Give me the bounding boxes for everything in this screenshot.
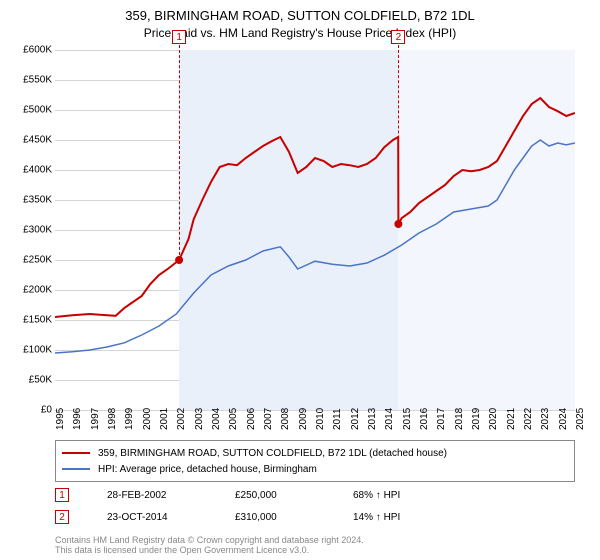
x-tick-label: 2000 [142,408,153,430]
sale-marker-line [179,45,180,260]
sale-price: £310,000 [235,512,315,523]
x-tick-label: 2020 [488,408,499,430]
x-tick-label: 2022 [523,408,534,430]
sale-marker-box: 1 [172,30,186,44]
x-tick-label: 2005 [228,408,239,430]
x-tick-label: 2001 [159,408,170,430]
x-tick-label: 2025 [575,408,586,430]
legend: 359, BIRMINGHAM ROAD, SUTTON COLDFIELD, … [55,440,575,482]
x-tick-label: 1999 [124,408,135,430]
x-tick-label: 2002 [176,408,187,430]
y-tick-label: £400K [4,165,52,176]
line-plot [55,50,575,410]
sale-date: 23-OCT-2014 [107,512,197,523]
y-tick-label: £150K [4,315,52,326]
x-tick-label: 2023 [540,408,551,430]
y-tick-label: £450K [4,135,52,146]
attribution-text: Contains HM Land Registry data © Crown c… [55,535,364,556]
y-tick-label: £300K [4,225,52,236]
sale-row-marker: 2 [55,510,69,524]
x-tick-label: 2014 [384,408,395,430]
plot-area: 12 [55,50,575,410]
legend-label: 359, BIRMINGHAM ROAD, SUTTON COLDFIELD, … [98,448,447,459]
series-hpi [55,140,575,353]
x-tick-label: 2008 [280,408,291,430]
x-tick-label: 1998 [107,408,118,430]
x-tick-label: 2004 [211,408,222,430]
x-tick-label: 1997 [90,408,101,430]
x-tick-label: 2018 [454,408,465,430]
x-tick-label: 2010 [315,408,326,430]
x-tick-label: 1995 [55,408,66,430]
x-tick-label: 2016 [419,408,430,430]
x-tick-label: 2006 [246,408,257,430]
sale-marker-line [398,45,399,224]
sale-vs-hpi: 14% ↑ HPI [353,512,400,523]
legend-label: HPI: Average price, detached house, Birm… [98,464,317,475]
y-tick-label: £550K [4,75,52,86]
legend-row: 359, BIRMINGHAM ROAD, SUTTON COLDFIELD, … [62,445,568,461]
sale-row-marker: 1 [55,488,69,502]
x-tick-label: 2019 [471,408,482,430]
x-tick-label: 2021 [506,408,517,430]
chart-container: 359, BIRMINGHAM ROAD, SUTTON COLDFIELD, … [0,0,600,560]
x-tick-label: 2015 [402,408,413,430]
y-tick-label: £250K [4,255,52,266]
x-tick-label: 2024 [558,408,569,430]
x-tick-label: 2007 [263,408,274,430]
y-tick-label: £500K [4,105,52,116]
sale-vs-hpi: 68% ↑ HPI [353,490,400,501]
y-tick-label: £50K [4,375,52,386]
chart-subtitle: Price paid vs. HM Land Registry's House … [0,23,600,40]
legend-swatch [62,468,90,470]
y-tick-label: £0 [4,405,52,416]
sale-row: 1 28-FEB-2002 £250,000 68% ↑ HPI [55,488,400,502]
chart-title: 359, BIRMINGHAM ROAD, SUTTON COLDFIELD, … [0,0,600,23]
sale-date: 28-FEB-2002 [107,490,197,501]
series-property [55,98,575,317]
x-tick-label: 2017 [436,408,447,430]
y-tick-label: £200K [4,285,52,296]
x-tick-label: 1996 [72,408,83,430]
sale-marker-box: 2 [391,30,405,44]
sale-price: £250,000 [235,490,315,501]
sale-row: 2 23-OCT-2014 £310,000 14% ↑ HPI [55,510,400,524]
x-tick-label: 2012 [350,408,361,430]
y-tick-label: £100K [4,345,52,356]
x-tick-label: 2003 [194,408,205,430]
x-tick-label: 2009 [298,408,309,430]
legend-swatch [62,452,90,454]
y-tick-label: £600K [4,45,52,56]
x-tick-label: 2011 [332,408,343,430]
y-tick-label: £350K [4,195,52,206]
x-tick-label: 2013 [367,408,378,430]
legend-row: HPI: Average price, detached house, Birm… [62,461,568,477]
